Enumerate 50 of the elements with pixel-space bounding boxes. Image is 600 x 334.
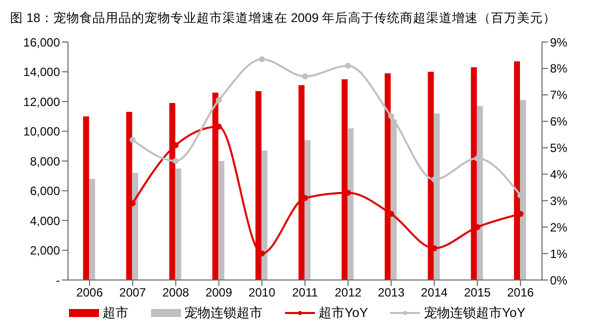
x-tick-label: 2012 — [334, 286, 362, 300]
y-tick-label: - — [56, 273, 60, 288]
y2-tick-label: 4% — [550, 167, 568, 182]
legend-label: 超市YoY — [318, 304, 368, 322]
point — [302, 73, 308, 80]
point — [388, 113, 394, 120]
legend-label: 超市 — [102, 304, 129, 322]
x-tick-label: 2008 — [162, 286, 190, 300]
bar — [89, 178, 96, 280]
y-tick-label: 2,000 — [30, 244, 60, 258]
y-tick-label: 8,000 — [30, 154, 60, 168]
point — [216, 97, 222, 104]
y2-tick-label: 2% — [550, 220, 568, 234]
x-tick-label: 2007 — [119, 286, 146, 300]
x-tick-label: 2009 — [205, 286, 232, 300]
y2-tick-label: 8% — [550, 62, 568, 76]
point — [258, 56, 265, 62]
y2-tick-label: 3% — [550, 194, 568, 208]
x-tick-label: 2010 — [248, 286, 276, 300]
x-tick-label: 2013 — [378, 286, 405, 300]
chart-title: 图 18：宠物食品用品的宠物专业超市渠道增速在 2009 年后高于传统商超渠道增速（百万美元） — [9, 10, 558, 27]
point — [130, 136, 136, 143]
point — [345, 62, 352, 69]
bar — [304, 140, 311, 280]
bar — [83, 116, 90, 280]
x-tick-label: 2011 — [292, 286, 318, 300]
y2-tick-label: 0% — [550, 273, 568, 288]
bar — [348, 128, 354, 280]
legend-label: 宠物连锁超市YoY — [424, 304, 526, 322]
y2-tick-label: 1% — [550, 246, 568, 261]
bar — [175, 168, 182, 280]
bar — [218, 161, 224, 280]
y2-tick-label: 7% — [550, 88, 568, 102]
y-tick-label: 6,000 — [30, 184, 60, 198]
x-tick-label: 2006 — [76, 286, 104, 300]
y-tick-label: 16,000 — [23, 35, 60, 50]
y-tick-label: 10,000 — [23, 124, 60, 139]
y2-tick-label: 9% — [550, 35, 568, 50]
x-tick-label: 2015 — [464, 286, 492, 300]
x-tick-label: 2014 — [420, 286, 448, 300]
y2-tick-label: 5% — [550, 141, 568, 156]
legend-label: 宠物连锁超市 — [184, 304, 263, 322]
y-tick-label: 12,000 — [23, 94, 60, 109]
y-tick-label: 14,000 — [23, 65, 60, 80]
y2-tick-label: 6% — [550, 114, 568, 129]
bar — [261, 150, 268, 280]
bar — [132, 172, 138, 280]
point — [172, 158, 179, 164]
x-tick-label: 2016 — [507, 286, 534, 300]
y-tick-label: 4,000 — [30, 214, 60, 228]
